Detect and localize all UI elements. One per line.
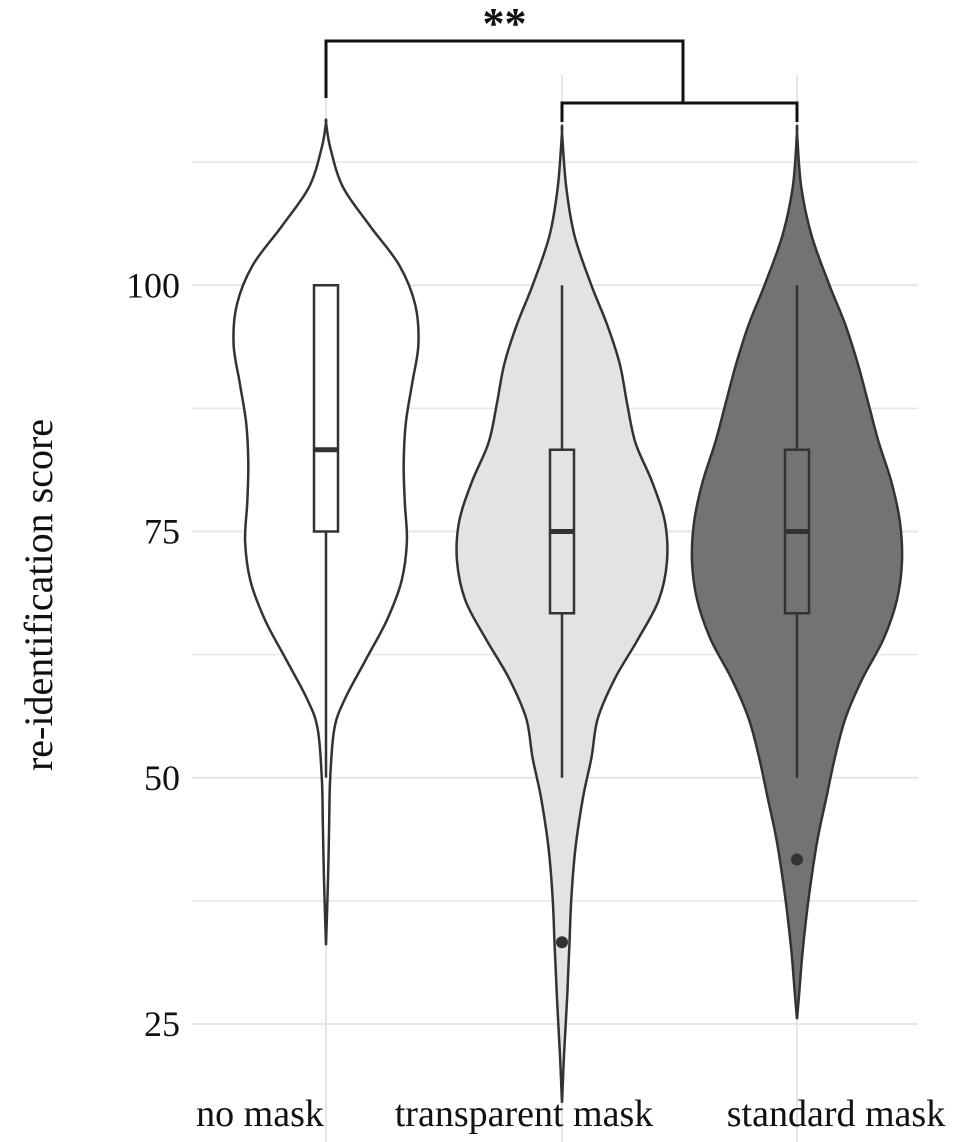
x-axis-categories: no mask transparent mask standard mask — [196, 1093, 945, 1135]
significance-label: ** — [483, 0, 527, 48]
y-tick-label: 25 — [144, 1004, 180, 1044]
boxplots — [312, 284, 811, 949]
outer-bracket — [324, 39, 685, 103]
y-axis-title: re-identification score — [16, 419, 61, 771]
outlier-point — [556, 936, 568, 949]
x-category-label: transparent mask — [395, 1093, 654, 1135]
y-tick-label: 50 — [144, 758, 180, 798]
significance-annotation: ** — [324, 0, 799, 122]
boxplot-no-mask — [312, 284, 340, 778]
iqr-box — [312, 284, 340, 533]
y-tick-label: 75 — [144, 512, 180, 552]
x-category-label: no mask — [196, 1093, 324, 1135]
x-category-label: standard mask — [727, 1093, 945, 1135]
boxplot-standard-mask — [783, 285, 811, 866]
boxplot-transparent-mask — [548, 285, 576, 949]
y-axis-ticks: 25 50 75 100 — [126, 265, 180, 1044]
y-tick-label: 100 — [126, 265, 180, 305]
inner-bracket — [560, 101, 799, 122]
outlier-point — [791, 853, 803, 866]
